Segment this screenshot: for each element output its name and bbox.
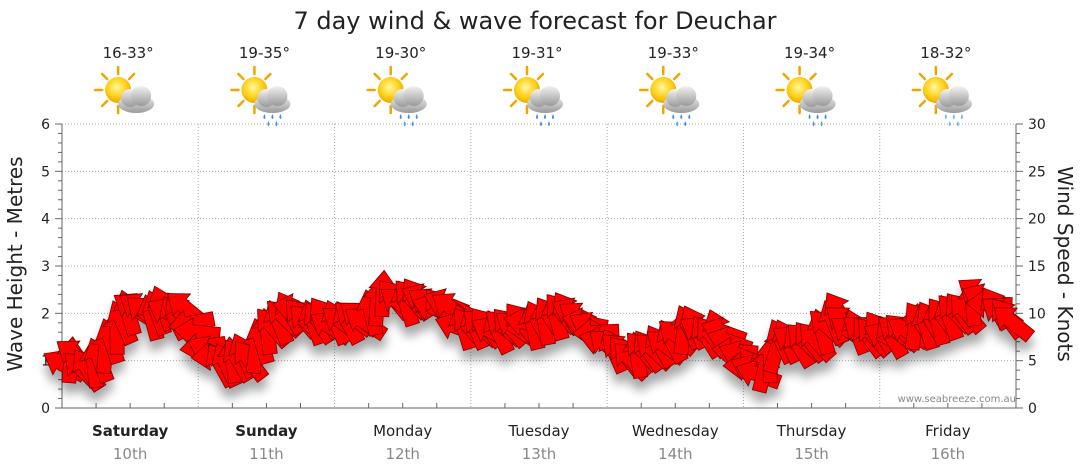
sun-rain-icon [639,65,700,126]
sun-rain-icon [230,65,291,126]
right-tick-label: 5 [1028,354,1037,370]
left-axis-title: Wave Height - Metres [3,156,27,371]
day-name-label: Saturday [92,422,169,440]
left-tick-label: 2 [41,306,50,322]
right-tick-label: 25 [1028,164,1046,180]
left-tick-label: 0 [41,401,50,417]
sun-cloud-icon [93,65,155,115]
left-tick-label: 4 [41,212,50,228]
day-temp-range: 19-33° [648,44,699,62]
day-temp-range: 16-33° [103,44,154,62]
day-name-label: Monday [373,422,432,440]
left-tick-label: 3 [41,259,50,275]
day-date-label: 10th [113,445,147,463]
right-tick-label: 30 [1028,117,1046,133]
day-date-label: 13th [522,445,556,463]
day-date-label: 11th [249,445,283,463]
right-tick-label: 20 [1028,212,1046,228]
day-name-label: Friday [925,422,971,440]
sun-rain-icon [366,65,427,126]
day-name-label: Sunday [235,422,298,440]
day-temp-range: 19-30° [375,44,426,62]
day-temp-range: 19-31° [511,44,562,62]
sun-rain-icon [775,65,836,126]
left-tick-label: 1 [41,354,50,370]
day-temp-range: 19-35° [239,44,290,62]
day-name-label: Wednesday [632,422,719,440]
right-tick-label: 15 [1028,259,1046,275]
right-tick-label: 10 [1028,306,1046,322]
chart-title: 7 day wind & wave forecast for Deuchar [293,7,776,35]
credit-text: www.seabreeze.com.au [898,394,1016,405]
day-temp-range: 18-32° [920,44,971,62]
day-temp-range: 19-34° [784,44,835,62]
sun-rain-icon [502,65,563,126]
right-tick-label: 0 [1028,401,1037,417]
left-tick-label: 6 [41,117,50,133]
left-tick-label: 5 [41,164,50,180]
day-date-label: 14th [658,445,692,463]
right-axis-title: Wind Speed - Knots [1053,166,1077,362]
day-date-label: 16th [931,445,965,463]
day-date-label: 12th [385,445,419,463]
wind-arrow [993,307,1036,343]
day-date-label: 15th [794,445,828,463]
sun-cloud-light-rain-icon [911,65,972,126]
day-name-label: Tuesday [507,422,569,440]
day-name-label: Thursday [776,422,847,440]
